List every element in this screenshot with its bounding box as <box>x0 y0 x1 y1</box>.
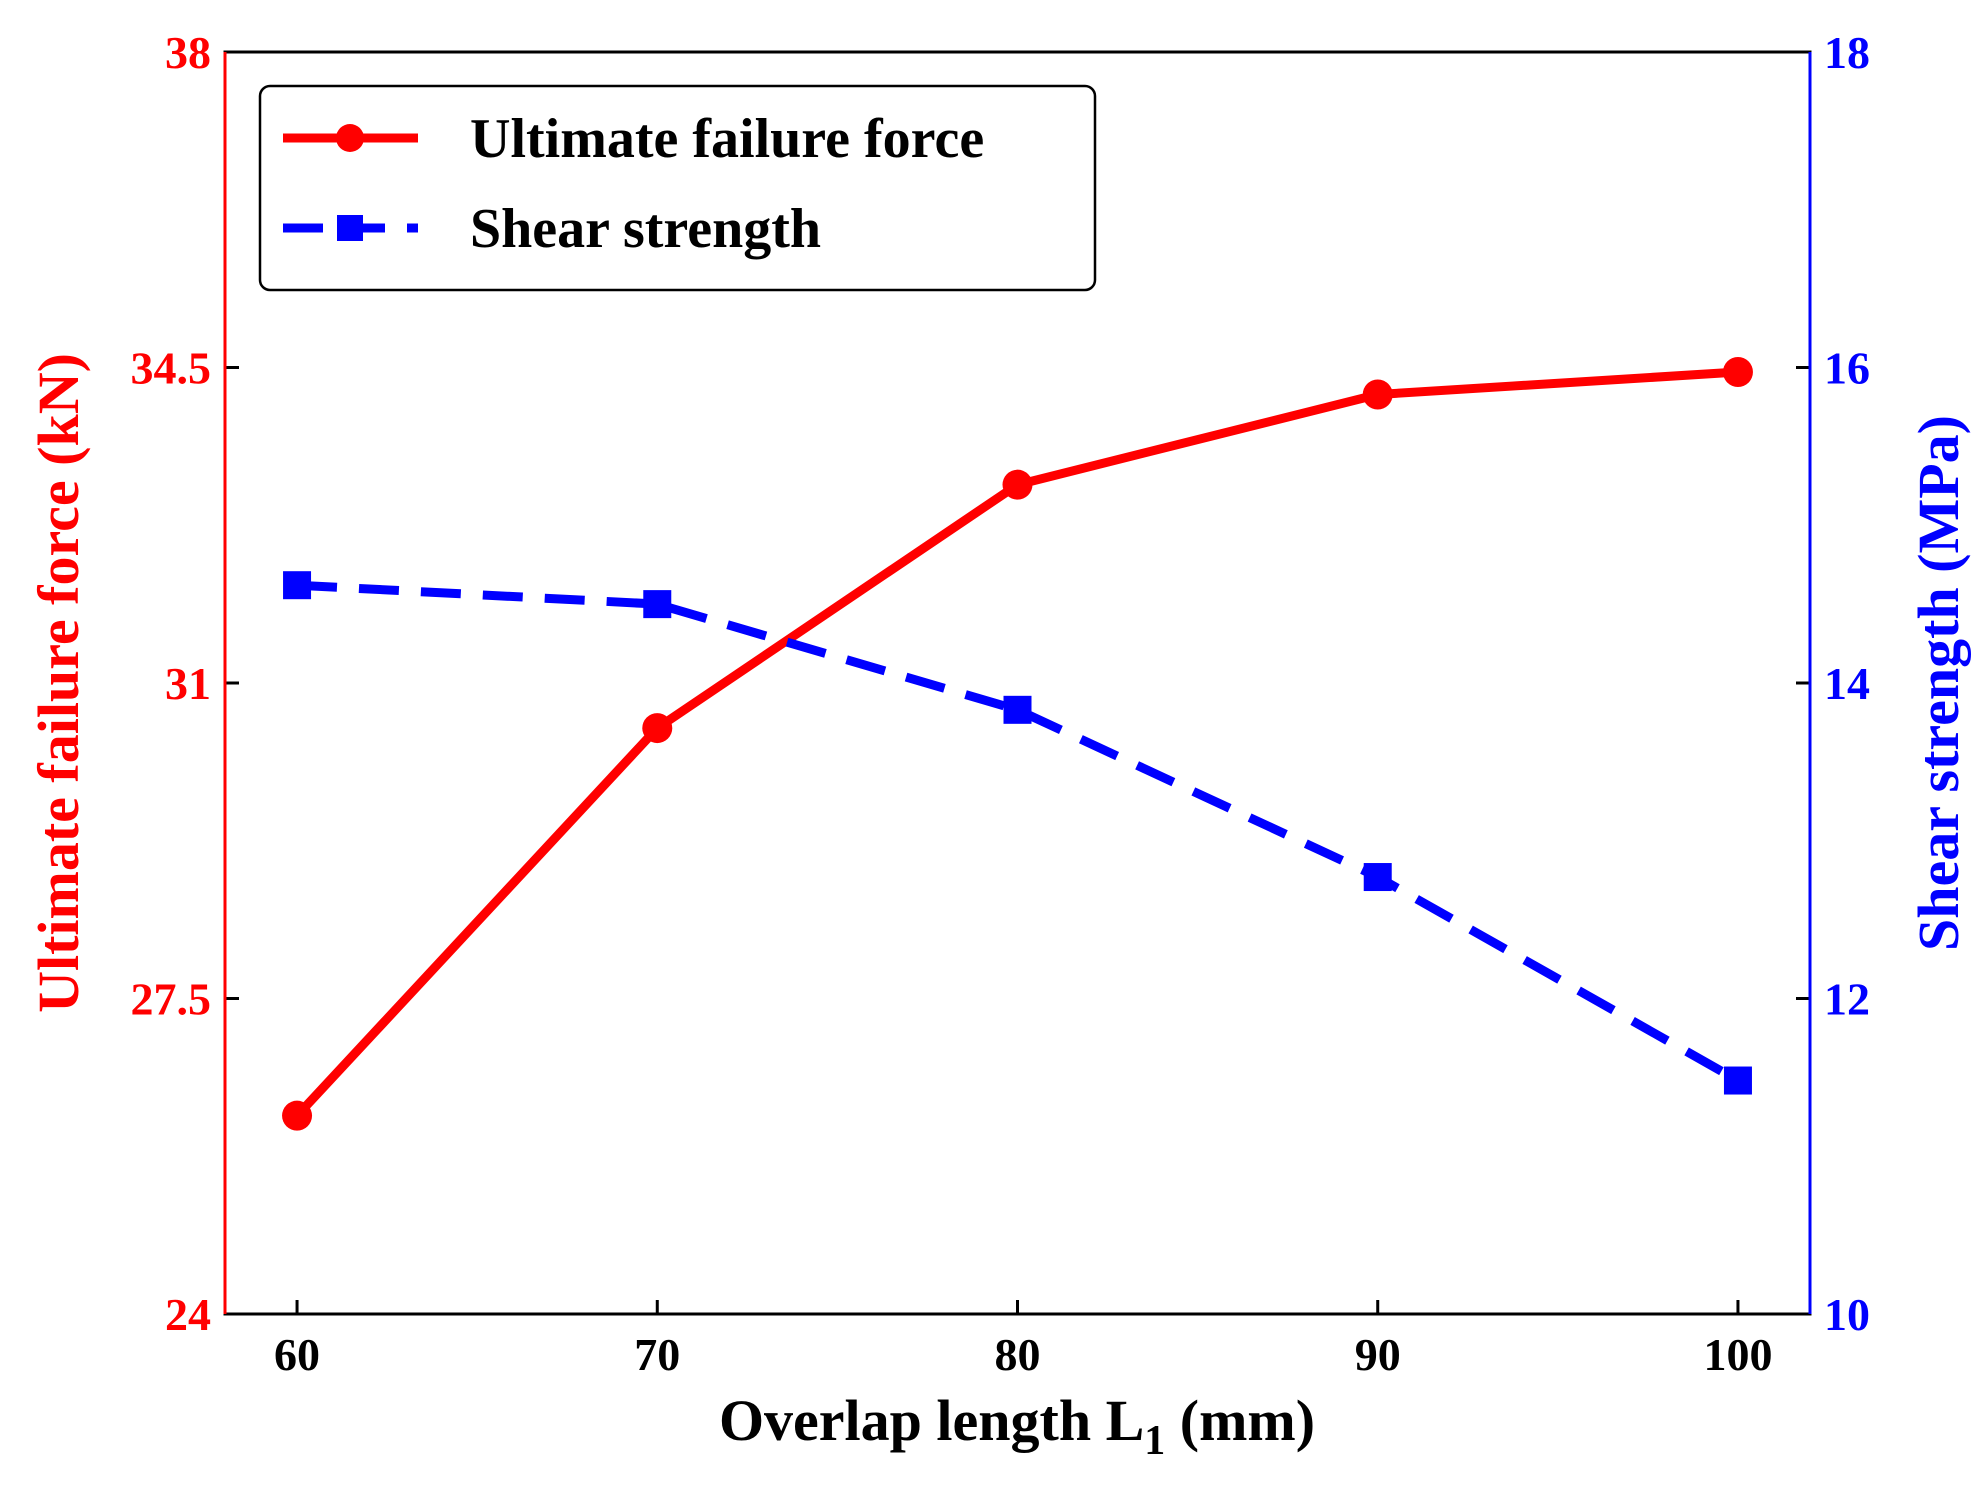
y-right-tick-label-10: 10 <box>1824 1289 1870 1340</box>
point-shear-60 <box>283 571 312 600</box>
x-tick-label-60: 60 <box>274 1329 320 1380</box>
x-tick-label-70: 70 <box>634 1329 680 1380</box>
series-layer <box>282 357 1753 1131</box>
point-shear-80 <box>1003 695 1032 724</box>
y-left-tick-label-31: 31 <box>165 658 211 709</box>
y-left-tick-label-27.5: 27.5 <box>131 974 212 1025</box>
y-left-tick-label-34.5: 34.5 <box>131 343 212 394</box>
x-axis-title-suffix: (mm) <box>1165 1388 1315 1453</box>
y-axis-right-title: Shear strength (MPa) <box>1906 415 1971 951</box>
legend-marker-force <box>336 124 364 152</box>
legend-box <box>258 84 1097 292</box>
legend-marker-shear <box>337 215 363 241</box>
point-force-90 <box>1362 379 1393 410</box>
y-left-tick-label-24: 24 <box>165 1289 211 1340</box>
legend: Ultimate failure force Shear strength <box>258 84 1097 292</box>
y-axis-left-title: Ultimate failure force (kN) <box>26 353 91 1013</box>
point-shear-100 <box>1723 1066 1752 1095</box>
x-tick-label-80: 80 <box>995 1329 1041 1380</box>
point-force-80 <box>1002 469 1033 500</box>
axes-layer: 60 70 80 90 100 24 27.5 31 34.5 38 10 12 14 16 18 <box>131 27 1871 1380</box>
x-tick-label-100: 100 <box>1703 1329 1772 1380</box>
x-axis-title: Overlap length L1 (mm) <box>719 1388 1315 1464</box>
point-force-60 <box>282 1100 313 1131</box>
y-right-tick-label-16: 16 <box>1824 343 1870 394</box>
y-right-tick-label-12: 12 <box>1824 974 1870 1025</box>
point-shear-90 <box>1363 863 1392 892</box>
series-line-shear-strength <box>296 580 1741 1085</box>
x-tick-label-90: 90 <box>1355 1329 1401 1380</box>
x-axis-title-subscript: 1 <box>1144 1418 1165 1464</box>
y-left-tick-label-38: 38 <box>165 27 211 78</box>
point-shear-70 <box>643 590 672 619</box>
x-axis-title-main: Overlap length L <box>719 1388 1144 1453</box>
point-force-100 <box>1722 357 1753 388</box>
y-right-tick-label-18: 18 <box>1824 27 1870 78</box>
point-force-70 <box>642 713 673 744</box>
legend-label-shear: Shear strength <box>470 198 821 260</box>
legend-label-force: Ultimate failure force <box>470 108 984 170</box>
y-right-tick-label-14: 14 <box>1824 658 1870 709</box>
